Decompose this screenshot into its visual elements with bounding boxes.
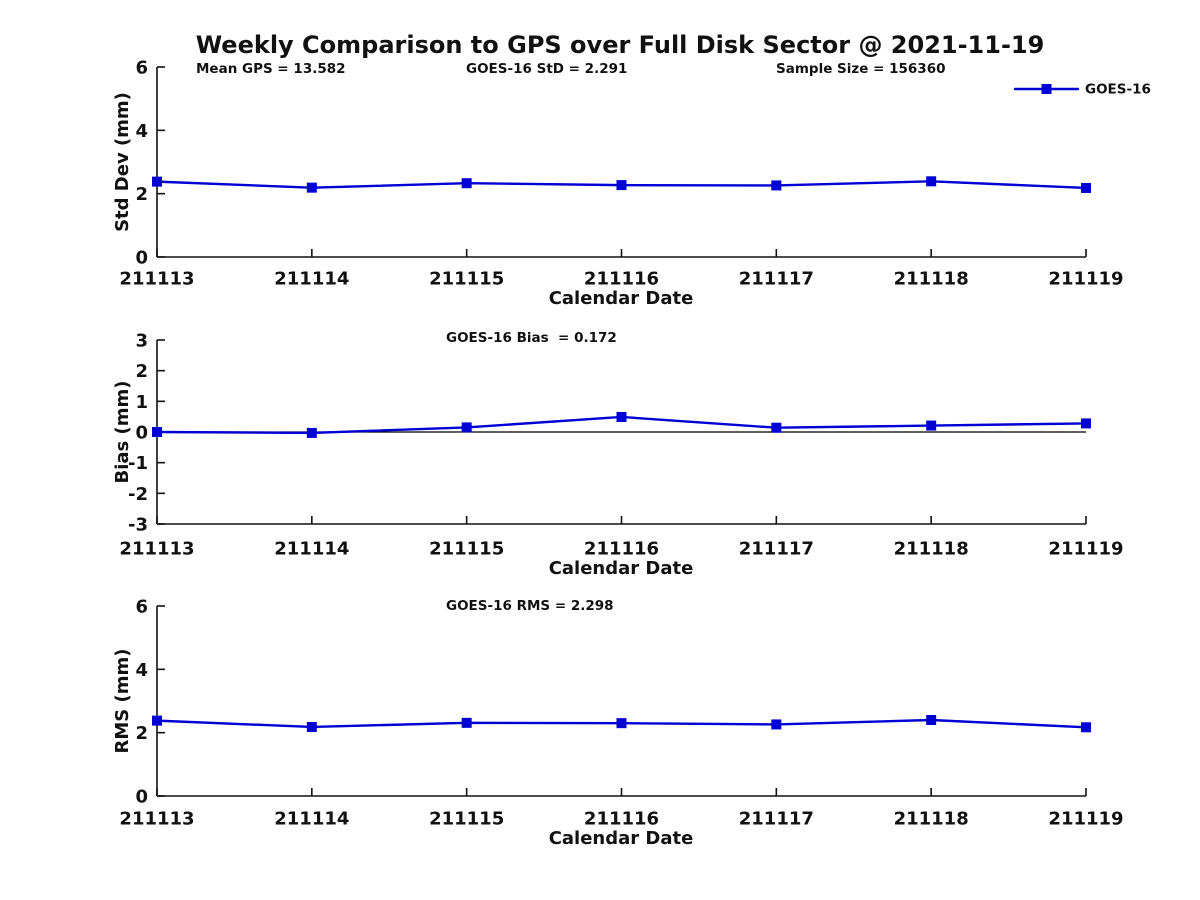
annotation-goes16-bias: GOES-16 Bias = 0.172 bbox=[446, 330, 617, 346]
x-tick-label: 211119 bbox=[1048, 809, 1123, 830]
data-point-211117 bbox=[771, 422, 782, 433]
data-point-211115 bbox=[461, 717, 472, 728]
axes-std-dev: 0 2 4 6 211113 211114 211115 211116 211117 211118… bbox=[119, 58, 1123, 290]
x-tick-label: 211118 bbox=[894, 539, 969, 560]
data-point-211114 bbox=[306, 427, 317, 438]
x-tick-label: 211117 bbox=[739, 269, 814, 290]
data-point-211119 bbox=[1081, 182, 1091, 193]
x-tick-label: 211118 bbox=[894, 269, 969, 290]
data-point-211116 bbox=[616, 718, 627, 729]
y-axis-label-rms: RMS (mm) bbox=[112, 649, 133, 754]
data-point-211115 bbox=[461, 422, 472, 433]
annotation-mean-gps: Mean GPS = 13.582 bbox=[196, 61, 346, 77]
y-tick-label: 2 bbox=[135, 723, 148, 744]
x-tick-label: 211116 bbox=[584, 539, 659, 560]
x-tick-label: 211113 bbox=[119, 809, 194, 830]
legend: GOES-16 bbox=[1013, 82, 1151, 98]
x-tick-label: 211113 bbox=[119, 539, 194, 560]
axes-bias: -3 -2 -1 0 1 2 3 211113 211114 211115 211116 211117… bbox=[119, 331, 1123, 560]
data-point-211114 bbox=[306, 182, 317, 193]
y-tick-label: 6 bbox=[135, 58, 148, 79]
data-point-211119 bbox=[1081, 722, 1091, 733]
data-point-211119 bbox=[1081, 418, 1091, 429]
data-point-211113 bbox=[152, 176, 162, 187]
y-tick-label: 4 bbox=[135, 121, 148, 142]
y-tick-label: 4 bbox=[135, 660, 148, 681]
data-point-211116 bbox=[616, 411, 627, 422]
subplot-bias: GOES-16 Bias = 0.172 Bias (mm) Calendar … bbox=[112, 330, 1124, 579]
x-tick-label: 211115 bbox=[429, 809, 504, 830]
data-point-211118 bbox=[926, 176, 937, 187]
data-point-211115 bbox=[461, 178, 472, 189]
y-tick-label: 6 bbox=[135, 597, 148, 618]
y-tick-label: -1 bbox=[128, 453, 148, 474]
x-tick-label: 211114 bbox=[274, 809, 349, 830]
annotation-goes16-std: GOES-16 StD = 2.291 bbox=[466, 61, 627, 77]
axes-rms: 0 2 4 6 211113 211114 211115 211116 211117 211118… bbox=[119, 597, 1123, 830]
x-tick-label: 211114 bbox=[274, 539, 349, 560]
y-tick-label: -3 bbox=[128, 515, 148, 536]
x-axis-label-calendar-date-1: Calendar Date bbox=[549, 288, 694, 309]
subplot-std-dev: Mean GPS = 13.582 GOES-16 StD = 2.291 Sa… bbox=[112, 58, 1124, 310]
x-axis-label-calendar-date-2: Calendar Date bbox=[549, 558, 694, 579]
subplot-rms: GOES-16 RMS = 2.298 RMS (mm) Calendar Da… bbox=[112, 597, 1124, 850]
x-tick-label: 211115 bbox=[429, 539, 504, 560]
y-tick-label: 2 bbox=[135, 361, 148, 382]
y-tick-label: 0 bbox=[135, 787, 148, 808]
y-axis-label-std-dev: Std Dev (mm) bbox=[112, 92, 133, 232]
x-tick-label: 211117 bbox=[739, 809, 814, 830]
x-tick-label: 211118 bbox=[894, 809, 969, 830]
y-tick-label: 0 bbox=[135, 248, 148, 269]
data-point-211116 bbox=[616, 180, 627, 191]
y-axis-label-bias: Bias (mm) bbox=[112, 381, 133, 484]
x-tick-label: 211116 bbox=[584, 269, 659, 290]
x-tick-label: 211115 bbox=[429, 269, 504, 290]
x-tick-label: 211113 bbox=[119, 269, 194, 290]
data-point-211117 bbox=[771, 719, 782, 730]
y-tick-label: 3 bbox=[135, 331, 148, 352]
data-point-211118 bbox=[926, 715, 937, 725]
x-tick-label: 211117 bbox=[739, 539, 814, 560]
x-tick-label: 211116 bbox=[584, 809, 659, 830]
data-point-211113 bbox=[152, 427, 162, 437]
y-tick-label: -2 bbox=[128, 484, 148, 505]
y-tick-label: 1 bbox=[135, 392, 148, 413]
x-tick-label: 211119 bbox=[1048, 539, 1123, 560]
data-point-211118 bbox=[926, 420, 937, 431]
y-tick-label: 0 bbox=[135, 423, 148, 444]
x-axis-label-calendar-date-3: Calendar Date bbox=[549, 828, 694, 849]
figure-title: Weekly Comparison to GPS over Full Disk … bbox=[196, 31, 1045, 59]
annotation-sample-size: Sample Size = 156360 bbox=[776, 61, 945, 77]
data-point-211113 bbox=[152, 715, 162, 726]
y-tick-label: 2 bbox=[135, 184, 148, 205]
legend-label: GOES-16 bbox=[1085, 82, 1151, 98]
data-point-211117 bbox=[771, 180, 782, 191]
x-tick-label: 211114 bbox=[274, 269, 349, 290]
legend-marker-square bbox=[1041, 84, 1052, 94]
x-tick-label: 211119 bbox=[1048, 269, 1123, 290]
data-point-211114 bbox=[306, 721, 317, 732]
annotation-goes16-rms: GOES-16 RMS = 2.298 bbox=[446, 598, 614, 614]
